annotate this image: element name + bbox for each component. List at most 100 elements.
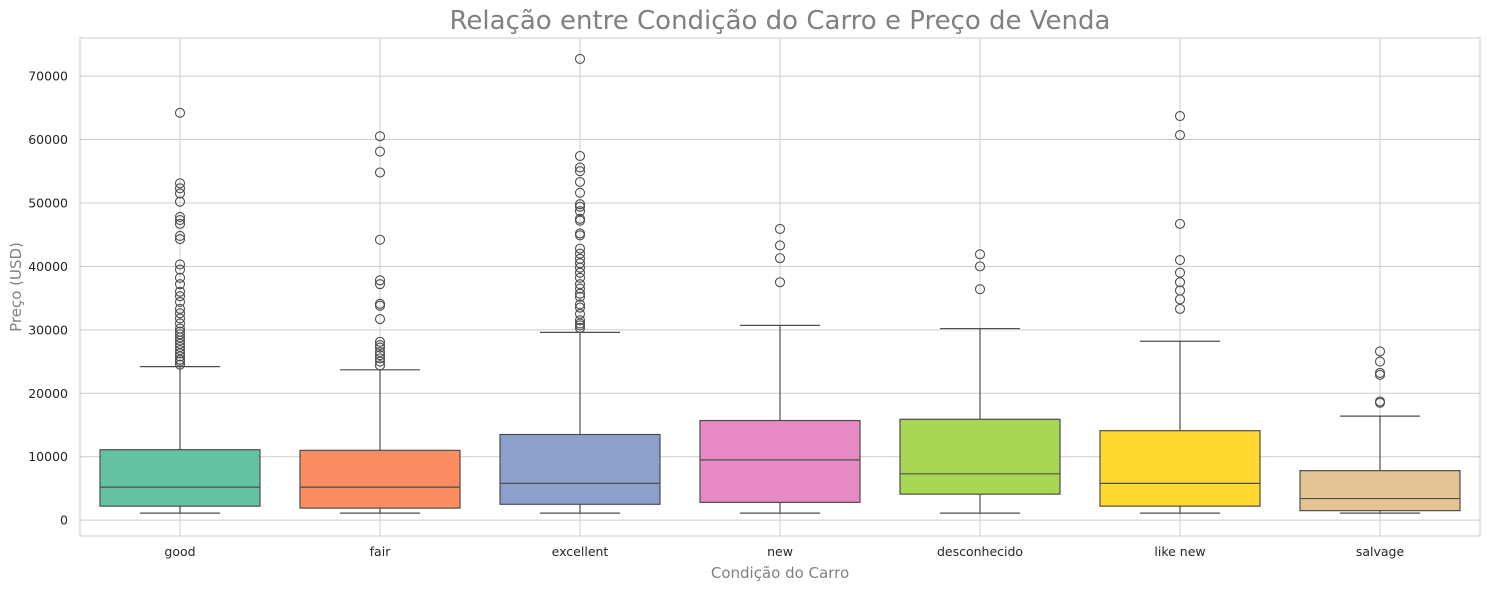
y-tick-label: 60000: [28, 132, 68, 147]
x-tick-labels: good fair excellent new desconhecido like new…: [164, 544, 1404, 559]
outlier-point: [174, 272, 186, 283]
outlier-point: [774, 240, 786, 251]
outlier-point: [374, 346, 386, 358]
outlier-point: [574, 228, 586, 239]
box-new: [699, 223, 861, 514]
outlier-point: [1174, 130, 1186, 141]
box-fair: [299, 131, 461, 514]
outlier-point: [174, 318, 186, 329]
outlier-point: [374, 360, 386, 371]
y-axis-label: Preço (USD): [7, 242, 25, 332]
outlier-point: [174, 359, 186, 370]
outlier-point: [1374, 396, 1386, 407]
outlier-point: [174, 303, 186, 314]
chart-title: Relação entre Condição do Carro e Preço …: [450, 6, 1111, 36]
iqr-box: [1299, 470, 1461, 512]
outlier-point: [174, 296, 186, 307]
iqr-box: [699, 419, 861, 503]
outlier-point: [374, 234, 386, 245]
box-excellent: [499, 53, 661, 514]
boxes: [99, 53, 1461, 514]
outlier-point: [174, 230, 186, 241]
y-tick-label: 40000: [28, 259, 68, 274]
outlier-point: [574, 166, 586, 177]
outlier-point: [374, 336, 386, 347]
x-tick-label: new: [767, 544, 793, 559]
outlier-point: [574, 199, 586, 210]
outlier-point: [574, 291, 586, 302]
x-tick-label: excellent: [552, 544, 609, 559]
box-like-new: [1099, 110, 1261, 514]
outlier-point: [774, 277, 786, 288]
outlier-point: [174, 234, 186, 245]
x-tick-label: like new: [1154, 544, 1205, 559]
outlier-point: [1374, 356, 1386, 367]
iqr-box: [899, 418, 1061, 495]
outlier-point: [174, 259, 186, 270]
outlier-point: [574, 150, 586, 162]
outlier-point: [1174, 110, 1186, 122]
outlier-point: [374, 350, 386, 361]
x-axis-label: Condição do Carro: [711, 564, 849, 582]
x-tick-label: desconhecido: [937, 544, 1023, 559]
outlier-point: [574, 206, 586, 217]
outlier-point: [574, 302, 586, 313]
outlier-point: [374, 146, 386, 157]
y-tick-label: 0: [60, 513, 68, 528]
outlier-point: [174, 107, 186, 118]
outlier-point: [174, 188, 186, 199]
x-tick-label: good: [164, 544, 195, 559]
outlier-point: [174, 215, 186, 226]
outlier-point: [574, 253, 586, 264]
outlier-point: [174, 264, 186, 275]
x-tick-label: salvage: [1356, 544, 1405, 559]
outlier-point: [174, 183, 186, 194]
outlier-point: [574, 322, 586, 333]
outlier-point: [1174, 254, 1186, 266]
y-tick-label: 10000: [28, 449, 68, 464]
outlier-point: [174, 326, 186, 337]
outlier-point: [574, 315, 586, 326]
outlier-point: [174, 211, 186, 222]
outlier-point: [574, 176, 586, 188]
outlier-point: [974, 249, 986, 260]
outlier-point: [174, 291, 186, 302]
outlier-point: [574, 201, 586, 212]
box-good: [99, 107, 261, 514]
outlier-point: [574, 248, 586, 259]
plot-frame: [79, 37, 1481, 537]
iqr-box: [99, 449, 261, 507]
y-tick-label: 30000: [28, 322, 68, 337]
outlier-point: [574, 283, 586, 294]
outlier-point: [374, 131, 386, 142]
outlier-point: [174, 218, 186, 229]
outlier-point: [174, 308, 186, 319]
outlier-point: [574, 272, 586, 283]
outlier-point: [574, 162, 586, 173]
y-tick-label: 70000: [28, 69, 68, 84]
outlier-point: [974, 261, 986, 272]
outlier-point: [774, 253, 786, 264]
outlier-point: [174, 286, 186, 297]
outlier-point: [774, 223, 786, 235]
outlier-point: [174, 178, 186, 189]
outlier-point: [1374, 346, 1386, 357]
outlier-point: [174, 323, 186, 334]
outlier-point: [1374, 367, 1386, 379]
outlier-point: [174, 329, 186, 340]
x-tick-label: fair: [370, 544, 392, 559]
y-tick-label: 20000: [28, 386, 68, 401]
outlier-point: [1174, 267, 1186, 278]
box-salvage: [1299, 346, 1461, 514]
outlier-point: [574, 243, 586, 254]
outlier-point: [574, 53, 586, 64]
outlier-point: [174, 196, 186, 207]
outlier-point: [374, 313, 386, 325]
outlier-point: [1174, 218, 1186, 229]
outlier-point: [374, 339, 386, 351]
outlier-point: [1174, 285, 1186, 296]
outlier-point: [374, 298, 386, 309]
outlier-point: [374, 353, 386, 364]
outlier-point: [574, 187, 586, 198]
